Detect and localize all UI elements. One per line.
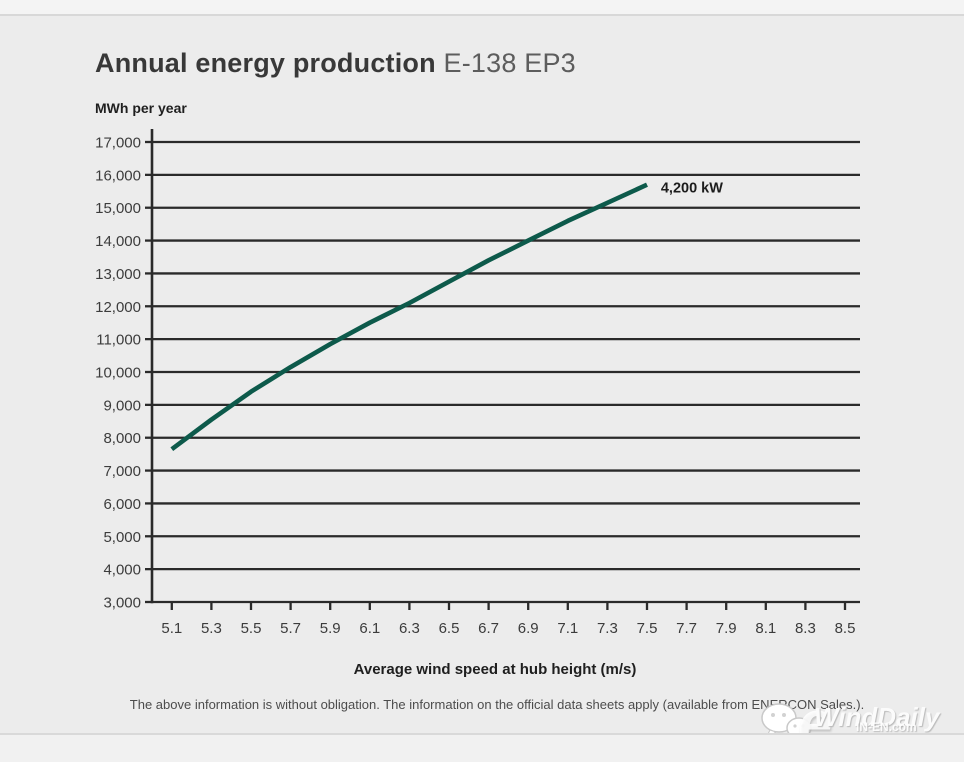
page-title-model: E-138 EP3 [443,48,576,78]
x-tick-label: 5.9 [320,620,341,637]
y-tick-label: 5,000 [103,529,141,546]
bottom-divider [0,733,964,762]
y-tick-label: 8,000 [103,430,141,447]
y-tick-label: 13,000 [95,266,141,283]
watermark-site-url: IN-EN.com [856,720,917,734]
x-tick-label: 5.1 [161,620,182,637]
y-tick-label: 17,000 [95,135,141,152]
x-tick-label: 7.1 [557,620,578,637]
x-tick-label: 6.1 [359,620,380,637]
y-tick-label: 16,000 [95,167,141,184]
x-tick-label: 8.5 [835,620,856,637]
x-tick-label: 6.9 [518,620,539,637]
x-tick-label: 5.5 [241,620,262,637]
page-title-main: Annual energy production [95,48,436,78]
x-tick-label: 5.7 [280,620,301,637]
x-tick-label: 6.5 [439,620,460,637]
x-tick-label: 7.5 [637,620,658,637]
page-title: Annual energy production E-138 EP3 [95,48,576,79]
x-tick-label: 6.7 [478,620,499,637]
series-line-4200kw [170,182,648,452]
y-tick-label: 3,000 [103,595,141,612]
y-tick-label: 15,000 [95,200,141,217]
x-tick-label: 8.1 [755,620,776,637]
y-tick-label: 12,000 [95,299,141,316]
x-tick-label: 5.3 [201,620,222,637]
watermark-brand: WindDaily [814,702,940,732]
top-divider [0,0,964,16]
x-tick-label: 6.3 [399,620,420,637]
y-tick-label: 14,000 [95,233,141,250]
y-tick-label: 7,000 [103,463,141,480]
y-tick-label: 6,000 [103,496,141,513]
y-tick-label: 4,000 [103,562,141,579]
x-tick-label: 7.3 [597,620,618,637]
disclaimer-text: The above information is without obligat… [129,697,865,712]
x-tick-label: 8.3 [795,620,816,637]
y-tick-label: 9,000 [103,397,141,414]
series-label-4200kw: 4,200 kW [661,181,723,197]
y-tick-label: 11,000 [96,332,141,349]
x-tick-label: 7.9 [716,620,737,637]
x-axis-title: Average wind speed at hub height (m/s) [353,661,637,678]
y-tick-label: 10,000 [95,365,141,382]
y-axis-title: MWh per year [95,100,187,116]
x-tick-label: 7.7 [676,620,697,637]
